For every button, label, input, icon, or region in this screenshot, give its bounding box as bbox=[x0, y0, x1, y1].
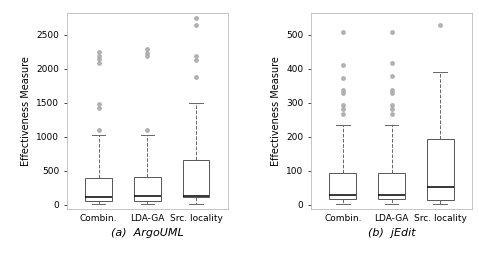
PathPatch shape bbox=[134, 177, 161, 201]
PathPatch shape bbox=[330, 173, 356, 199]
Y-axis label: Effectiveness Measure: Effectiveness Measure bbox=[271, 56, 281, 166]
PathPatch shape bbox=[182, 160, 209, 197]
X-axis label: (a)  ArgoUML: (a) ArgoUML bbox=[111, 228, 184, 238]
PathPatch shape bbox=[427, 139, 454, 200]
Y-axis label: Effectiveness Measure: Effectiveness Measure bbox=[21, 56, 31, 166]
PathPatch shape bbox=[85, 178, 112, 201]
PathPatch shape bbox=[378, 173, 405, 199]
X-axis label: (b)  jEdit: (b) jEdit bbox=[368, 228, 415, 238]
